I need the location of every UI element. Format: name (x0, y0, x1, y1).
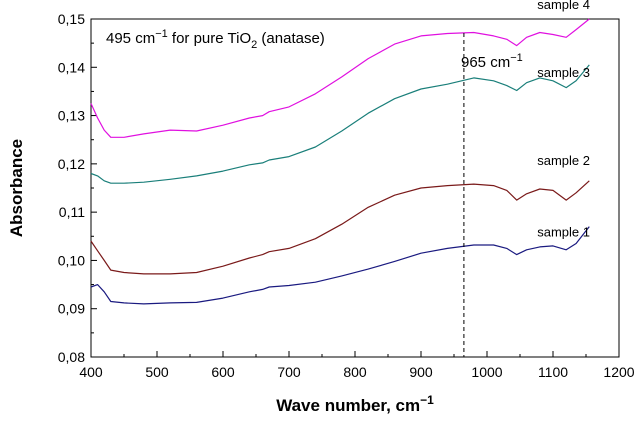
sample-2-label: sample 2 (537, 153, 590, 168)
x-tick-label: 1200 (603, 364, 634, 380)
x-tick-label: 600 (211, 364, 235, 380)
y-tick-label: 0,15 (58, 11, 85, 27)
sample-3-label: sample 3 (537, 65, 590, 80)
x-tick-label: 1000 (471, 364, 502, 380)
sample-4-label: sample 4 (537, 0, 590, 12)
x-tick-label: 900 (409, 364, 433, 380)
series-labels: sample 1 sample 2 sample 3 sample 4 (537, 0, 590, 240)
y-tick-label: 0,11 (59, 204, 85, 220)
x-tick-label: 1100 (538, 364, 568, 380)
x-tick-label: 500 (145, 364, 169, 380)
x-tick-label: 800 (343, 364, 367, 380)
sample-4-line (90, 18, 590, 138)
axis-ticks: 400 500 600 700 800 900 1000 1100 1200 0,08 0,09 0,… (58, 11, 635, 380)
y-tick-label: 0,09 (58, 301, 85, 317)
sample-1-label: sample 1 (537, 225, 590, 240)
x-tick-label: 700 (277, 364, 301, 380)
y-tick-label: 0,10 (58, 252, 85, 268)
y-tick-label: 0,14 (58, 59, 85, 75)
y-axis-title: Absorbance (7, 139, 26, 237)
y-tick-label: 0,08 (58, 349, 85, 365)
reference-line-label: 965 cm−1 (461, 52, 523, 71)
x-tick-label: 400 (79, 364, 103, 380)
sample-2-line (90, 180, 590, 275)
sample-1-line (90, 226, 590, 305)
sample-3-line (90, 64, 590, 184)
y-tick-label: 0,13 (58, 108, 85, 124)
series-lines (90, 18, 590, 305)
x-axis-title: Wave number, cm−1 (276, 393, 434, 415)
top-annotation: 495 cm−1 for pure TiO2 (anatase) (106, 28, 325, 51)
y-tick-label: 0,12 (58, 156, 85, 172)
